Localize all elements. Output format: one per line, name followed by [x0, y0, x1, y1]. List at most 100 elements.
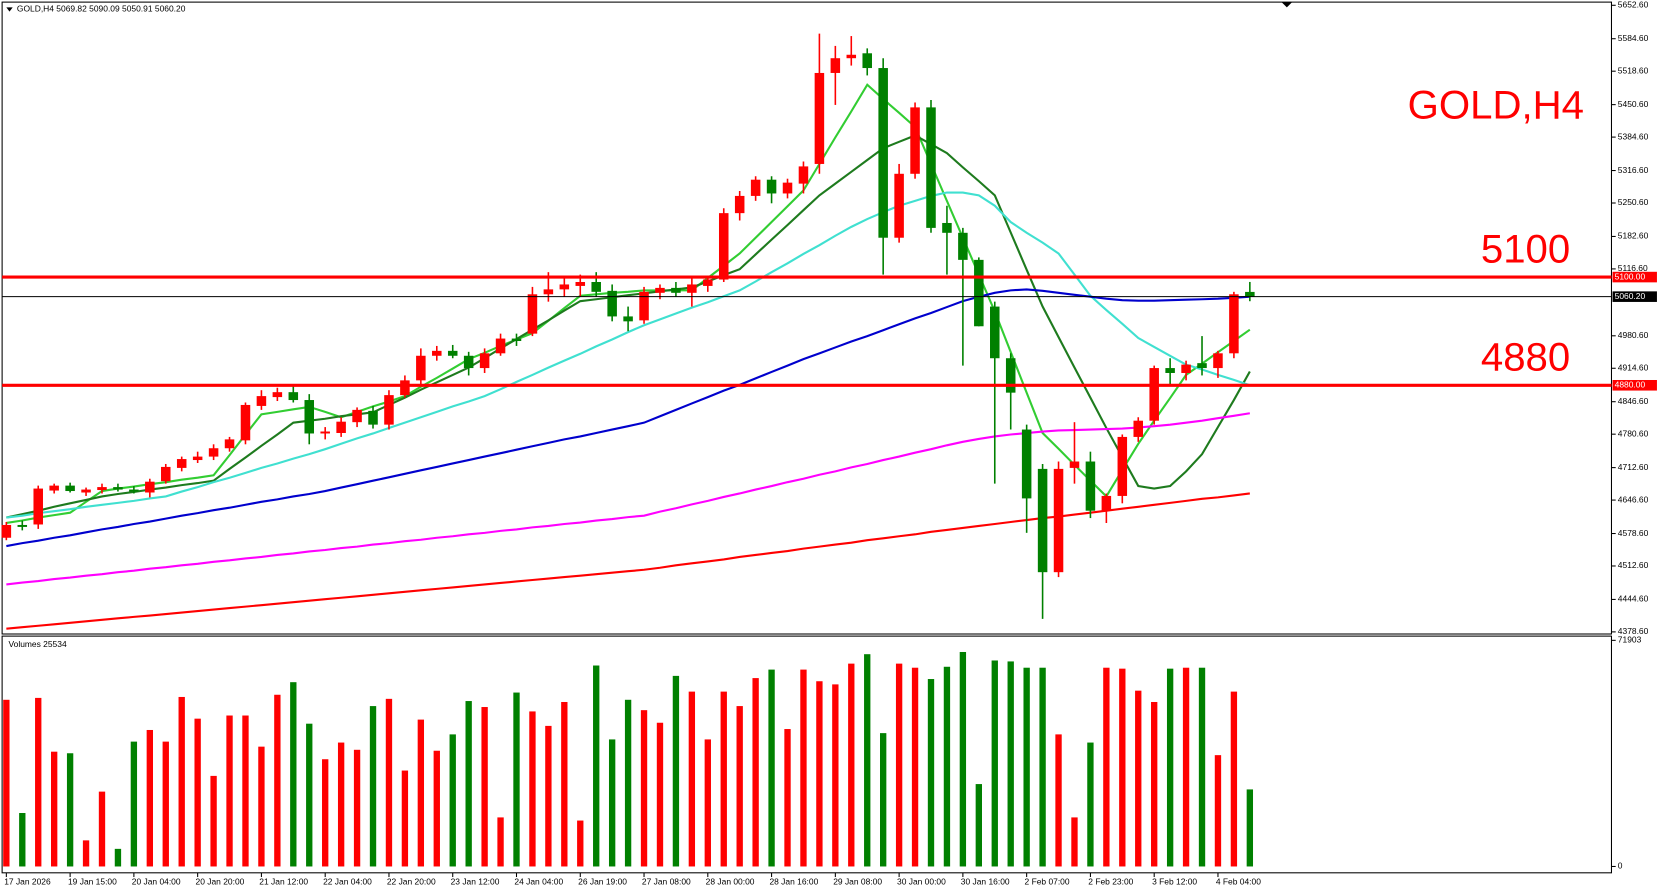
volume-bar [864, 654, 871, 867]
levels: 5100.00 5100 4880.00 4880 5060.20 [2, 226, 1657, 391]
candle-body [1197, 363, 1207, 369]
level-label-box [1612, 379, 1657, 391]
x-tick-label: 29 Jan 08:00 [833, 877, 882, 887]
candle-body [846, 54, 857, 59]
candle-body [65, 485, 75, 492]
candle-body [750, 179, 761, 196]
level-label: 4880.00 [1615, 380, 1646, 390]
candle-body [734, 195, 745, 214]
candle-body [161, 466, 171, 482]
volume-bar [465, 701, 472, 867]
candle-body [81, 489, 91, 493]
y-tick-label: 5584.60 [1618, 33, 1649, 43]
candle-body [687, 284, 697, 293]
price-label: 5060.20 [1615, 291, 1646, 301]
volume-bar [943, 666, 951, 867]
y-tick-label: 4846.60 [1618, 396, 1649, 406]
candles [1, 33, 1255, 619]
candle-body [145, 481, 155, 493]
volume-bar [290, 682, 297, 867]
x-tick-label: 4 Feb 04:00 [1216, 877, 1261, 887]
candle-body [782, 182, 793, 194]
volume-bar [991, 660, 998, 867]
candle-body [320, 431, 330, 434]
x-tick-label: 30 Jan 16:00 [961, 877, 1010, 887]
candle-body [240, 404, 251, 441]
x-tick-label: 20 Jan 04:00 [132, 877, 181, 887]
x-tick-label: 30 Jan 00:00 [897, 877, 946, 887]
x-tick-label: 26 Jan 19:00 [578, 877, 627, 887]
candle-body [543, 289, 554, 295]
volume-bar [895, 663, 903, 867]
volume-bar [50, 751, 58, 867]
y-tick-label: 4914.60 [1618, 362, 1649, 372]
volume-bar [162, 741, 169, 867]
volume-bar [1103, 667, 1110, 867]
candle-body [1, 524, 12, 538]
candle-body [1213, 353, 1223, 369]
volume-bar [1071, 817, 1078, 867]
volume-bar [417, 719, 425, 867]
candle-body [1021, 429, 1032, 499]
y-tick-label: 4378.60 [1618, 626, 1649, 636]
level-label-box [1612, 271, 1657, 283]
candle-body [1005, 358, 1016, 393]
y-tick-label: 5316.60 [1618, 165, 1649, 175]
moving-averages [6, 83, 1251, 630]
candle-body [336, 421, 346, 433]
candle-body [766, 179, 777, 194]
volume-bar [449, 734, 456, 867]
volume-bar [226, 715, 233, 867]
volume-bar [242, 715, 249, 867]
moving-average-line [6, 83, 1251, 524]
volume-tick-label: 71903 [1618, 635, 1642, 645]
candle-body [926, 107, 936, 228]
candle-body [17, 524, 28, 527]
x-tick-label: 22 Jan 04:00 [323, 877, 372, 887]
candle-body [176, 459, 187, 468]
volume-pane-frame [1, 635, 1613, 874]
volume-bar [82, 840, 90, 867]
volume-bar [848, 663, 855, 867]
candle-body [1085, 461, 1096, 511]
candle-body [256, 396, 267, 406]
volume-bar [720, 691, 727, 867]
y-tick-label: 5182.60 [1618, 231, 1649, 241]
volume-bar [130, 741, 138, 867]
candle-body [655, 287, 665, 293]
candle-body [1117, 436, 1128, 496]
candle-body [830, 58, 841, 73]
volume-bar [593, 665, 600, 867]
volume-bar [1039, 667, 1046, 867]
candle-body [575, 281, 586, 286]
candle-body [97, 487, 107, 491]
candle-body [1037, 468, 1048, 573]
volume-bar [306, 723, 313, 867]
candle-body [591, 281, 601, 292]
candle-body [129, 489, 139, 492]
candle-body [1133, 420, 1144, 437]
volume-bar [401, 770, 409, 867]
volume-bar [1246, 789, 1254, 867]
candle-body [400, 380, 410, 396]
volume-bar [178, 696, 185, 867]
candle-body [671, 287, 681, 293]
candle-body [814, 72, 825, 164]
moving-average-line [6, 134, 1251, 519]
volume-bar [3, 699, 10, 867]
volume-bar [258, 746, 265, 867]
volume-bar [194, 718, 201, 867]
candle-body [511, 338, 522, 342]
candle-body [1101, 495, 1112, 511]
y-tick-label: 5450.60 [1618, 99, 1649, 109]
volume-bar [640, 710, 648, 867]
candle-body [559, 284, 570, 290]
volume-bar [98, 791, 106, 867]
volume-bar [322, 759, 329, 867]
volume-bar [1055, 734, 1062, 867]
y-tick-label: 5384.60 [1618, 131, 1649, 141]
moving-average-line [6, 191, 1251, 519]
volume-bar [337, 742, 345, 867]
volume-bar [561, 701, 568, 867]
